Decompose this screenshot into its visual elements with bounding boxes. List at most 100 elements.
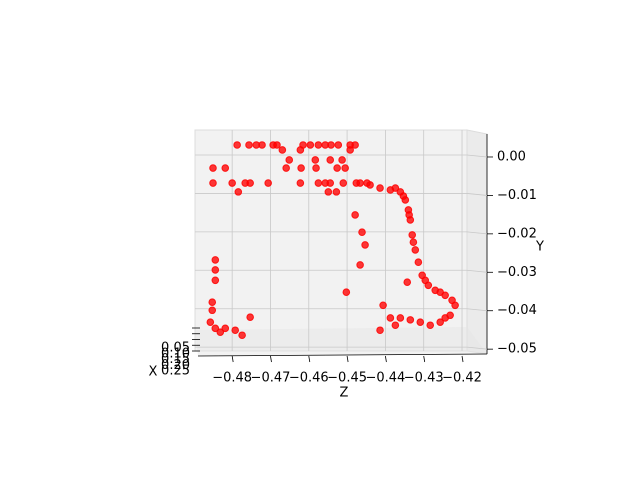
point: [366, 181, 374, 189]
point: [234, 188, 243, 196]
point: [233, 141, 241, 149]
point: [314, 179, 323, 187]
point: [314, 141, 323, 149]
point: [421, 276, 430, 285]
z-tick: [346, 355, 349, 363]
point: [208, 306, 217, 315]
point: [376, 326, 384, 335]
point: [326, 156, 335, 164]
x-tick-label: 0.15: [161, 352, 190, 367]
point: [332, 188, 341, 196]
point: [409, 238, 418, 247]
z-tick-label: −0.44: [365, 371, 405, 386]
point: [211, 266, 220, 274]
point: [282, 164, 290, 172]
x-tick-label: 0.05: [161, 341, 190, 356]
y-tick-label: −0.04: [497, 303, 537, 318]
point: [231, 326, 240, 335]
point: [326, 179, 335, 187]
grid-line: [466, 346, 488, 350]
point: [396, 314, 405, 322]
point: [342, 288, 351, 296]
floor-pane: [195, 327, 487, 356]
point: [246, 313, 254, 321]
point: [403, 278, 412, 287]
point: [296, 146, 305, 154]
point: [411, 246, 420, 254]
point: [285, 156, 294, 164]
point: [351, 141, 359, 149]
point: [386, 314, 395, 322]
side-pane: [466, 129, 488, 355]
x-tick-label: 0.25: [161, 364, 190, 379]
point: [408, 231, 417, 239]
point: [238, 331, 246, 340]
point: [414, 258, 423, 267]
point: [273, 141, 281, 149]
y-tick-label: 0.00: [497, 149, 526, 164]
point: [441, 314, 449, 322]
point: [391, 184, 400, 192]
point: [361, 241, 369, 249]
grid-line: [466, 193, 488, 196]
point: [379, 301, 387, 310]
point: [296, 179, 305, 187]
point: [391, 321, 400, 330]
point: [436, 318, 444, 326]
point: [338, 156, 346, 164]
z-tick: [461, 355, 464, 363]
point: [208, 298, 217, 306]
point: [312, 164, 320, 172]
point: [209, 164, 217, 172]
grid-line: [466, 308, 488, 312]
point: [311, 156, 320, 164]
point: [327, 141, 335, 149]
point: [211, 324, 220, 333]
z-axis-label: Z: [340, 386, 349, 401]
point: [356, 179, 364, 187]
x-axis-label: X: [149, 365, 158, 380]
point: [246, 179, 254, 187]
grid-line: [466, 269, 488, 273]
point: [264, 179, 272, 187]
point: [258, 141, 266, 149]
point: [221, 164, 230, 172]
point: [346, 146, 354, 154]
grid-line: [466, 231, 488, 235]
point: [278, 146, 287, 154]
y-tick-label: −0.02: [497, 226, 537, 241]
z-axis-line: [197, 353, 488, 357]
point: [209, 179, 217, 187]
point: [399, 192, 408, 200]
point: [324, 188, 333, 196]
point: [334, 141, 343, 149]
y-tick-label: −0.03: [497, 265, 537, 280]
grid-line: [466, 154, 488, 158]
z-tick: [231, 355, 234, 363]
point: [297, 164, 305, 172]
z-tick: [270, 355, 272, 363]
point: [376, 184, 384, 192]
point: [216, 328, 225, 336]
z-tick: [308, 355, 311, 363]
y-tick-label: −0.01: [497, 188, 537, 203]
point: [341, 164, 349, 172]
z-tick-label: −0.47: [251, 371, 291, 386]
point: [426, 321, 435, 330]
z-tick-label: −0.45: [327, 371, 367, 386]
point: [221, 324, 230, 333]
z-tick: [423, 355, 426, 363]
point: [211, 276, 220, 285]
z-tick-label: −0.46: [289, 371, 329, 386]
y-tick-label: −0.05: [497, 342, 537, 357]
x-tick-label: 0.20: [161, 358, 190, 373]
point: [436, 288, 444, 296]
point: [416, 318, 425, 326]
z-tick-label: −0.42: [442, 371, 482, 386]
point: [228, 179, 236, 187]
z-tick: [385, 355, 387, 363]
z-tick-label: −0.43: [404, 371, 444, 386]
point: [306, 141, 315, 149]
x-tick-label: 0.10: [161, 346, 190, 361]
